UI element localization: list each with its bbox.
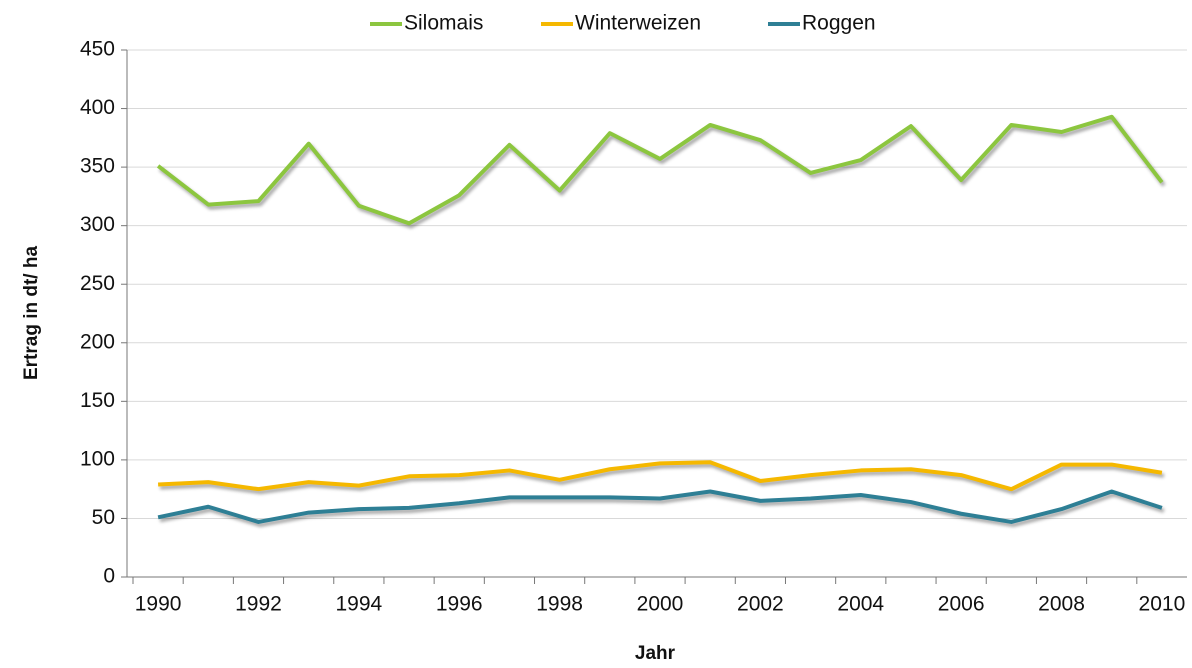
y-tick-label: 350 xyxy=(80,155,115,178)
x-tick-label: 1990 xyxy=(135,593,182,616)
series-line xyxy=(156,114,1164,226)
y-tick-label: 50 xyxy=(92,506,115,529)
legend-label: Silomais xyxy=(404,12,483,35)
x-tick-label: 1998 xyxy=(536,593,583,616)
x-tick-label: 2004 xyxy=(837,593,884,616)
y-tick-label: 300 xyxy=(80,213,115,236)
x-axis-title: Jahr xyxy=(635,643,676,664)
y-tick-label: 400 xyxy=(80,96,115,119)
y-tick-label: 150 xyxy=(80,389,115,412)
y-tick-label: 200 xyxy=(80,330,115,353)
x-tick-label: 1992 xyxy=(235,593,282,616)
y-tick-label: 450 xyxy=(80,38,115,61)
x-tick-label: 2008 xyxy=(1038,593,1085,616)
y-tick-label: 250 xyxy=(80,272,115,295)
x-tick-label: 1996 xyxy=(436,593,483,616)
y-tick-label: 0 xyxy=(103,565,115,588)
x-tick-label: 2000 xyxy=(637,593,684,616)
x-tick-label: 2010 xyxy=(1139,593,1186,616)
legend-label: Winterweizen xyxy=(575,12,701,35)
series-line xyxy=(157,489,1163,524)
y-axis-title: Ertrag in dt/ ha xyxy=(21,246,42,381)
x-tick-label: 1994 xyxy=(335,593,382,616)
x-tick-label: 2006 xyxy=(938,593,985,616)
x-tick-label: 2002 xyxy=(737,593,784,616)
y-tick-label: 100 xyxy=(80,447,115,470)
legend-label: Roggen xyxy=(802,12,876,35)
series-line xyxy=(158,460,1163,492)
